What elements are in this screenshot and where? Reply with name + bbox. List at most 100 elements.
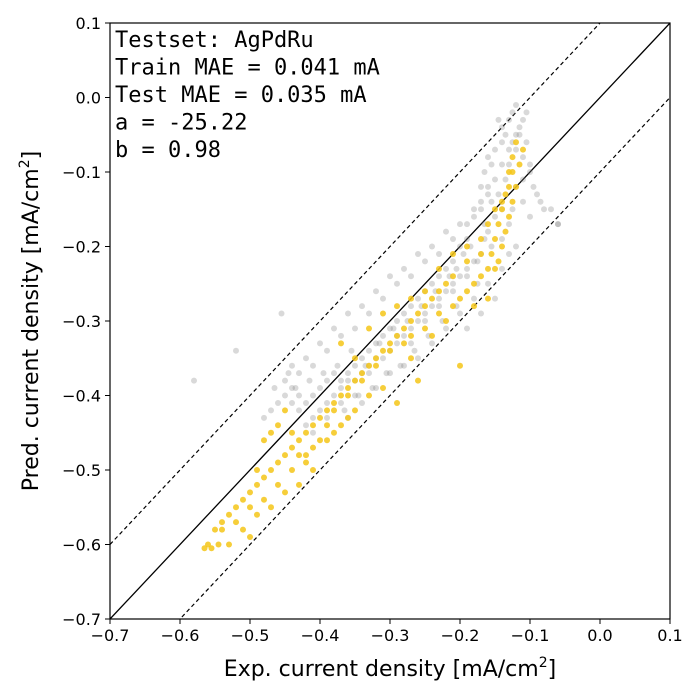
- train-point: [296, 392, 302, 399]
- test-point: [338, 392, 344, 399]
- train-point: [555, 221, 561, 228]
- train-point: [485, 154, 491, 161]
- y-tick-label: −0.5: [62, 461, 101, 480]
- test-point: [345, 392, 351, 399]
- test-point: [282, 452, 288, 459]
- tolerance-line: [179, 97, 670, 619]
- test-point: [268, 429, 274, 436]
- test-point: [509, 154, 516, 161]
- train-point: [338, 377, 344, 384]
- test-point: [516, 161, 523, 168]
- train-point: [401, 310, 407, 317]
- train-point: [373, 288, 379, 295]
- test-point: [215, 541, 222, 548]
- train-point: [481, 169, 488, 175]
- train-point: [523, 109, 530, 116]
- train-point: [352, 325, 358, 332]
- train-point: [485, 228, 491, 235]
- train-point: [275, 399, 281, 406]
- train-point: [453, 265, 460, 272]
- test-point: [443, 318, 449, 324]
- test-point: [324, 437, 330, 444]
- train-point: [541, 206, 547, 213]
- test-point: [331, 399, 337, 406]
- train-point: [488, 243, 495, 250]
- test-point: [310, 467, 316, 473]
- test-point: [422, 288, 428, 295]
- train-point: [450, 258, 456, 265]
- train-point: [397, 362, 404, 369]
- x-tick-label: −0.4: [301, 626, 340, 645]
- train-point: [495, 191, 502, 198]
- test-point: [495, 221, 502, 228]
- train-point: [324, 414, 330, 421]
- train-point: [422, 258, 428, 265]
- test-point: [275, 481, 281, 488]
- test-point: [296, 452, 302, 459]
- train-point: [366, 370, 372, 377]
- train-point: [303, 399, 309, 406]
- train-point: [443, 228, 449, 235]
- test-point: [366, 362, 372, 369]
- train-point: [401, 265, 407, 272]
- train-point: [310, 362, 316, 369]
- train-point: [422, 310, 428, 317]
- test-point: [415, 310, 421, 317]
- train-point: [296, 407, 302, 414]
- train-point: [324, 377, 330, 384]
- train-point: [310, 392, 316, 399]
- train-point: [376, 340, 383, 347]
- train-point: [443, 325, 449, 332]
- train-point: [331, 370, 337, 377]
- test-point: [303, 429, 309, 436]
- y-axis: −0.7 −0.6 −0.5 −0.4 −0.3 −0.2 −0.1 0.0 0.1: [62, 14, 110, 629]
- train-point: [408, 303, 414, 310]
- y-tick-label: −0.7: [62, 610, 101, 629]
- train-point: [429, 303, 435, 310]
- annotation-line: Test MAE = 0.035 mA: [115, 83, 367, 108]
- test-point: [499, 206, 505, 213]
- test-point: [457, 362, 463, 369]
- train-point: [464, 221, 470, 228]
- train-point: [499, 124, 505, 131]
- train-point: [460, 250, 467, 257]
- train-point: [509, 206, 516, 213]
- test-point: [219, 526, 225, 533]
- test-point: [201, 545, 208, 552]
- train-point: [492, 146, 498, 153]
- train-point: [345, 310, 351, 317]
- train-point: [338, 385, 344, 392]
- train-point: [516, 131, 523, 138]
- test-point: [324, 422, 330, 429]
- test-point: [352, 377, 358, 384]
- test-point: [401, 340, 407, 347]
- train-point: [513, 146, 519, 153]
- test-point: [261, 496, 267, 503]
- train-point: [408, 340, 414, 347]
- test-point: [488, 250, 495, 257]
- test-point: [359, 370, 365, 377]
- train-point: [317, 407, 323, 414]
- train-point: [527, 213, 533, 220]
- test-point: [506, 183, 512, 190]
- train-point: [520, 116, 526, 123]
- train-point: [527, 161, 533, 168]
- train-point: [474, 258, 481, 265]
- train-point: [457, 273, 463, 280]
- test-point: [509, 169, 516, 175]
- train-point: [429, 280, 435, 287]
- x-axis: −0.7 −0.6 −0.5 −0.4 −0.3 −0.2 −0.1 0.0 0.1: [91, 619, 683, 645]
- annotation-line: b = 0.98: [115, 138, 221, 163]
- x-tick-label: −0.7: [91, 626, 130, 645]
- test-point: [282, 489, 288, 496]
- train-point: [401, 332, 407, 339]
- train-point: [373, 385, 379, 392]
- test-point: [436, 265, 442, 272]
- train-point: [278, 310, 285, 317]
- test-point: [226, 541, 232, 548]
- train-point: [415, 250, 421, 257]
- train-point: [478, 310, 484, 317]
- train-point: [338, 332, 344, 339]
- test-point: [499, 243, 505, 250]
- train-point: [478, 198, 484, 205]
